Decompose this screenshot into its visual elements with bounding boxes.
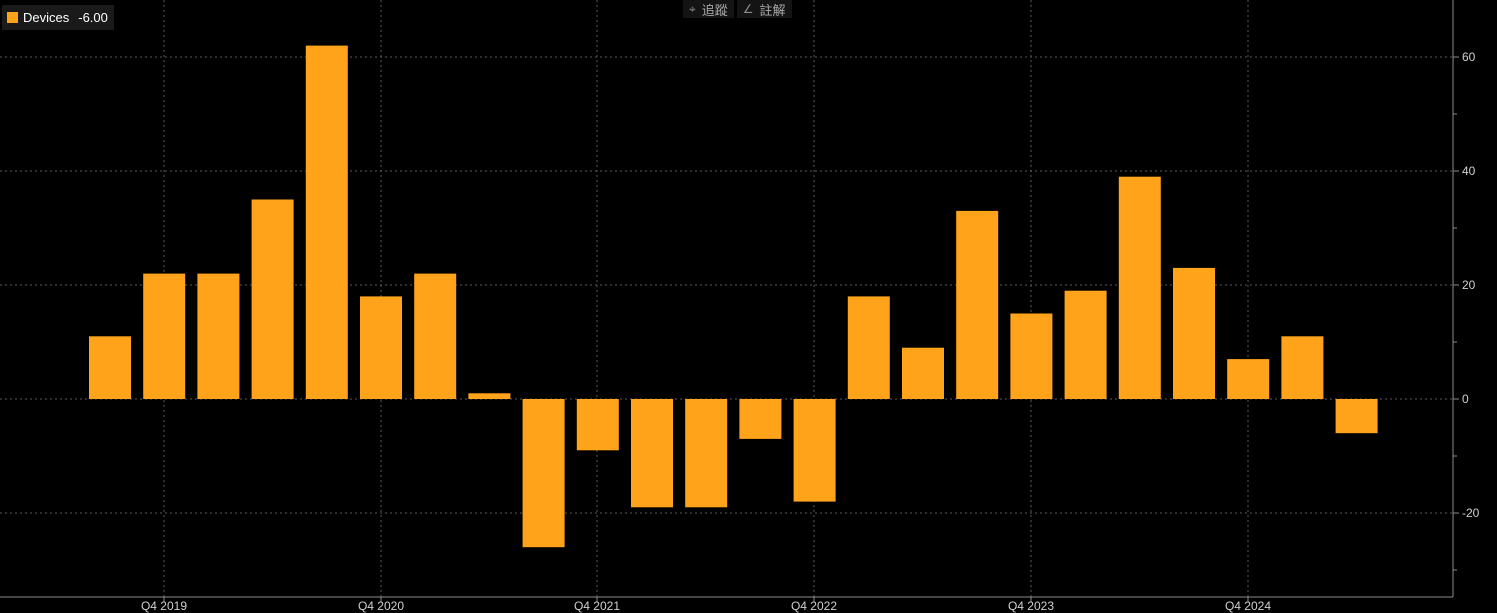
- bar: [1118, 176, 1161, 399]
- annotate-button-label: 註解: [759, 2, 786, 18]
- bar: [793, 399, 836, 502]
- bar: [1173, 267, 1215, 399]
- legend-last-value: -6.00: [78, 10, 108, 25]
- bar: [685, 399, 728, 508]
- bar: [197, 273, 240, 399]
- x-tick-label: Q4 2024: [1225, 599, 1271, 613]
- x-tick-label: Q4 2022: [791, 599, 837, 613]
- y-tick-label: -20: [1462, 506, 1480, 520]
- track-button[interactable]: ⌖ 追蹤: [683, 0, 734, 18]
- legend-series-label: Devices: [23, 10, 70, 25]
- bar: [847, 296, 890, 399]
- legend: Devices -6.00: [2, 5, 114, 30]
- y-tick-label: 40: [1462, 164, 1476, 178]
- bar: [468, 393, 511, 399]
- bar: [522, 399, 565, 548]
- bar: [1010, 313, 1053, 399]
- pencil-icon: ∠: [742, 2, 754, 16]
- bar: [360, 296, 402, 399]
- bar: [1281, 336, 1324, 399]
- bar: [576, 399, 619, 451]
- bar: [631, 399, 673, 508]
- bar: [1064, 290, 1107, 399]
- legend-swatch: [7, 12, 18, 23]
- x-tick-label: Q4 2021: [574, 599, 620, 613]
- bar: [902, 347, 944, 399]
- bar: [143, 273, 186, 399]
- track-button-label: 追蹤: [701, 2, 728, 18]
- x-tick-label: Q4 2020: [358, 599, 404, 613]
- chart-toolbar: ⌖ 追蹤 ∠ 註解: [683, 0, 792, 18]
- bar: [1335, 399, 1378, 434]
- x-tick-label: Q4 2023: [1008, 599, 1054, 613]
- x-tick-label: Q4 2019: [141, 599, 187, 613]
- bar: [739, 399, 782, 439]
- bar: [414, 273, 457, 399]
- bar: [1227, 359, 1270, 399]
- bar: [956, 210, 999, 399]
- bar: [89, 336, 131, 399]
- annotate-button[interactable]: ∠ 註解: [736, 0, 792, 18]
- y-tick-label: 0: [1462, 392, 1469, 406]
- bar: [251, 199, 294, 399]
- bar: [305, 45, 348, 399]
- y-tick-label: 20: [1462, 278, 1476, 292]
- y-tick-label: 60: [1462, 50, 1476, 64]
- crosshair-icon: ⌖: [689, 1, 696, 16]
